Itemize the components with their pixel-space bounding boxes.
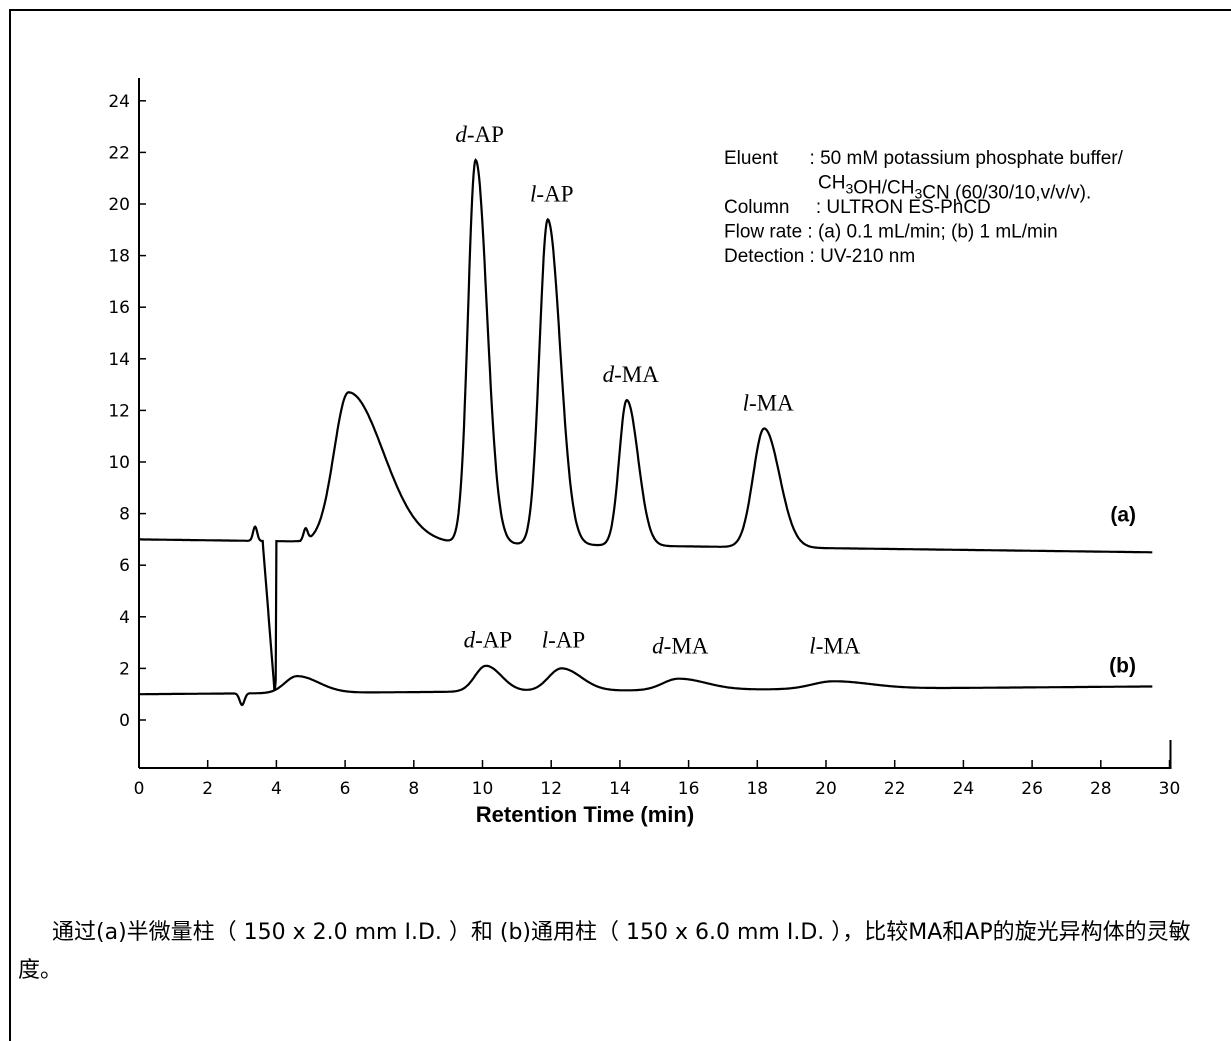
peak-label-b: l-AP — [542, 628, 585, 653]
x-tick-label: 14 — [609, 779, 631, 799]
peak-label-a: d-AP — [455, 122, 504, 147]
y-tick-label: 16 — [108, 298, 130, 318]
x-tick-label: 8 — [408, 779, 419, 799]
peak-label-a: l-MA — [743, 390, 795, 415]
y-tick-label: 24 — [108, 92, 130, 112]
condition-line: Eluent : 50 mM potassium phosphate buffe… — [724, 148, 1124, 169]
x-tick-label: 6 — [340, 779, 351, 799]
x-tick-label: 10 — [472, 779, 494, 799]
y-tick-label: 14 — [108, 350, 130, 370]
x-axis-label: Retention Time (min) — [476, 802, 694, 827]
x-tick-label: 30 — [1159, 779, 1181, 799]
traces — [139, 158, 1153, 707]
y-tick-label: 18 — [108, 247, 130, 267]
x-tick-label: 4 — [271, 779, 282, 799]
condition-line: Detection : UV-210 nm — [724, 246, 915, 267]
y-tick-label: 6 — [119, 556, 130, 576]
x-tick-label: 22 — [884, 779, 906, 799]
series-label-b: (b) — [1109, 654, 1136, 677]
peak-label-a: l-AP — [530, 181, 573, 206]
y-tick-label: 4 — [119, 608, 130, 628]
x-tick-label: 24 — [953, 779, 975, 799]
peak-label-b: d-AP — [464, 628, 513, 653]
figure-caption: 通过(a)半微量柱（ 150 x 2.0 mm I.D. ）和 (b)通用柱（ … — [18, 920, 1191, 983]
y-tick-label: 2 — [119, 659, 130, 679]
trace-a — [139, 158, 1153, 691]
peak-label-b: d-MA — [652, 634, 709, 659]
y-tick-label: 20 — [108, 195, 130, 215]
peak-labels: d-AP l-AP d-MA l-MA d-AP l-AP d-MA l-MA (a) (b) — [455, 122, 1136, 677]
conditions-legend: Eluent : 50 mM potassium phosphate buffe… — [724, 148, 1124, 267]
trace-b — [139, 664, 1153, 707]
x-tick-label: 20 — [815, 779, 837, 799]
axes: 0 2 4 6 8 10 12 14 16 18 20 22 24 26 28 300246810121416… — [108, 78, 1180, 799]
x-tick-label: 26 — [1021, 779, 1043, 799]
y-tick-label: 10 — [108, 453, 130, 473]
peak-label-b: l-MA — [809, 634, 861, 659]
condition-line: Flow rate : (a) 0.1 mL/min; (b) 1 mL/min — [724, 222, 1058, 243]
peak-label-a: d-MA — [603, 362, 660, 387]
y-tick-label: 22 — [108, 143, 130, 163]
y-tick-label: 8 — [119, 505, 130, 525]
condition-line: Column : ULTRON ES-PhCD — [724, 197, 991, 218]
x-tick-label: 18 — [746, 779, 768, 799]
condition-line: CH3OH/CH3CN (60/30/10,v/v/v). — [818, 173, 1091, 204]
x-tick-label: 12 — [540, 779, 562, 799]
series-label-a: (a) — [1110, 503, 1136, 526]
x-tick-label: 28 — [1090, 779, 1112, 799]
chromatogram-chart: 0 2 4 6 8 10 12 14 16 18 20 22 24 26 28 300246810121416… — [108, 78, 1180, 827]
x-tick-label: 2 — [202, 779, 213, 799]
x-tick-label: 0 — [134, 779, 145, 799]
x-tick-label: 16 — [678, 779, 700, 799]
y-tick-label: 12 — [108, 401, 130, 421]
figure-frame — [9, 9, 1231, 1041]
y-tick-label: 0 — [119, 711, 130, 731]
